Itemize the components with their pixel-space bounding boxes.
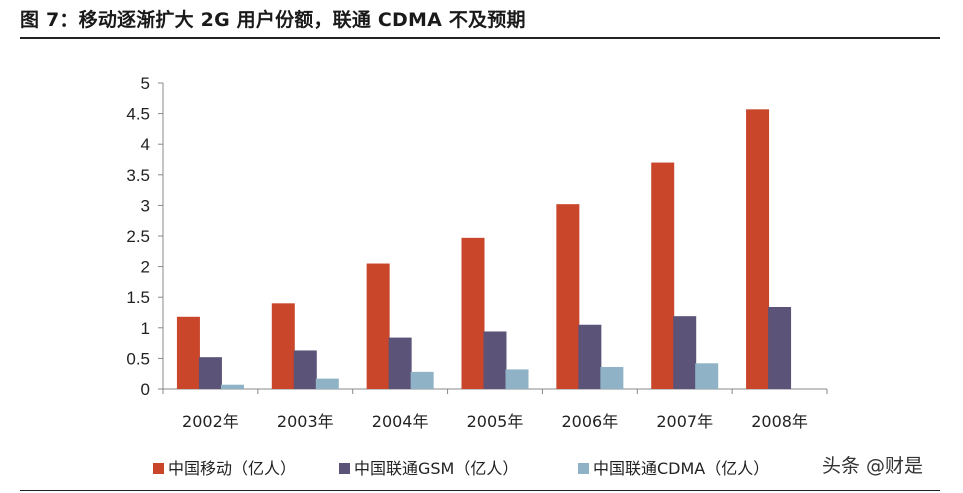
watermark-text: 头条 @财是 [822,455,924,477]
bar-3-2 [315,378,339,389]
bar-1-6 [651,162,675,389]
bar-2-2 [293,350,317,389]
legend: 中国移动（亿人） 中国联通GSM（亿人） 中国联通CDMA（亿人） [153,459,769,478]
x-category-label: 2008年 [751,412,808,431]
y-tick-label: 0.5 [126,349,150,368]
bar-2-7 [768,306,792,389]
bar-2-5 [578,324,602,389]
legend-swatch [339,463,350,474]
title-divider [20,37,940,39]
bar-3-6 [695,363,719,389]
x-category-label: 2004年 [372,412,429,431]
y-tick-label: 2 [141,258,150,277]
bar-3-1 [220,384,244,389]
bar-1-3 [366,263,390,389]
figure-title: 图 7：移动逐渐扩大 2G 用户份额，联通 CDMA 不及预期 [20,9,526,31]
y-tick-label: 4.5 [126,105,150,124]
bar-2-4 [483,331,507,389]
x-axis: 2002年 2003年 2004年 2005年 2006年 2007年 2008年 [162,388,828,431]
x-category-label: 2005年 [467,412,524,431]
x-category-label: 2003年 [277,412,334,431]
y-tick-label: 1.5 [126,288,150,307]
y-tick-label: 2.5 [126,227,150,246]
y-axis: 0 0.5 1 1.5 2 2.5 3 3.5 4 4.5 5 [126,74,164,399]
y-tick-label: 3.5 [126,166,150,185]
x-category-label: 2007年 [656,412,713,431]
bar-1-4 [461,237,485,389]
bar-series-group [176,109,792,389]
bottom-divider [20,490,940,491]
x-category-label: 2006年 [561,412,618,431]
x-category-label: 2002年 [182,412,239,431]
bar-2-3 [388,337,412,389]
legend-label: 中国联通GSM（亿人） [354,459,518,478]
legend-label: 中国联通CDMA（亿人） [593,459,769,478]
legend-swatch [153,463,164,474]
bar-3-4 [505,369,529,389]
bar-1-2 [271,303,295,389]
bar-2-1 [198,357,222,389]
legend-label: 中国移动（亿人） [168,459,296,478]
bar-1-5 [556,204,580,389]
bar-3-3 [410,371,434,389]
bar-2-6 [673,316,697,389]
y-tick-label: 3 [141,196,150,215]
y-tick-label: 1 [141,319,150,338]
bar-1-7 [746,109,770,389]
bar-1-1 [176,316,200,389]
bar-3-5 [600,366,624,389]
legend-swatch [578,463,589,474]
y-tick-label: 0 [141,380,150,399]
y-tick-label: 5 [141,74,150,93]
y-tick-label: 4 [141,135,150,154]
